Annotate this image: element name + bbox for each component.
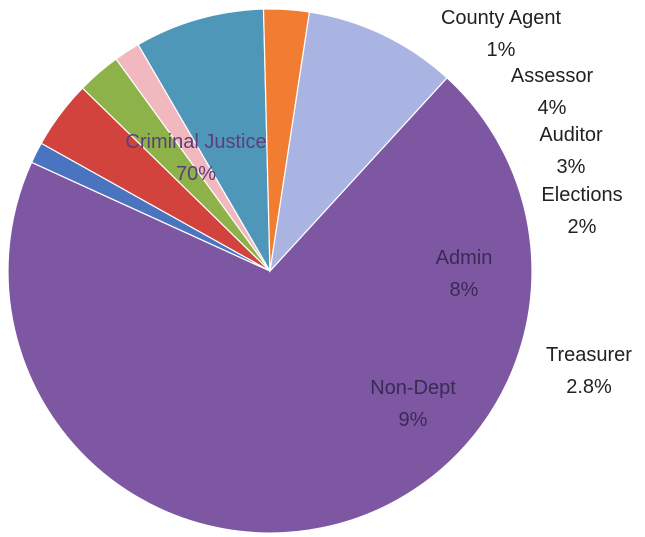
slice-value-criminal-justice: 70%	[176, 163, 216, 185]
slice-label-non-dept: Non-Dept	[370, 377, 456, 399]
slice-label-criminal-justice: Criminal Justice	[125, 131, 266, 153]
slice-value-non-dept: 9%	[399, 409, 428, 431]
slice-label-treasurer: Treasurer	[546, 344, 632, 366]
pie-slice-admin	[137, 8, 271, 272]
slice-label-admin: Admin	[436, 247, 493, 269]
slice-label-county-agent: County Agent	[441, 7, 562, 29]
slice-value-admin: 8%	[450, 279, 479, 301]
slice-label-elections: Elections	[541, 184, 622, 206]
slice-value-county-agent: 1%	[487, 39, 516, 61]
slice-value-auditor: 3%	[557, 156, 586, 178]
slice-value-elections: 2%	[568, 216, 597, 238]
slice-value-assessor: 4%	[538, 97, 567, 119]
pie-labels: Criminal Justice 70% County Agent 1% Ass…	[125, 7, 632, 431]
slice-label-assessor: Assessor	[511, 65, 594, 87]
slice-value-treasurer: 2.8%	[566, 376, 612, 398]
pie-slice-non-dept	[269, 11, 448, 273]
slice-label-auditor: Auditor	[539, 124, 603, 146]
pie-slices	[7, 8, 533, 534]
pie-slice-criminal-justice	[7, 76, 533, 534]
